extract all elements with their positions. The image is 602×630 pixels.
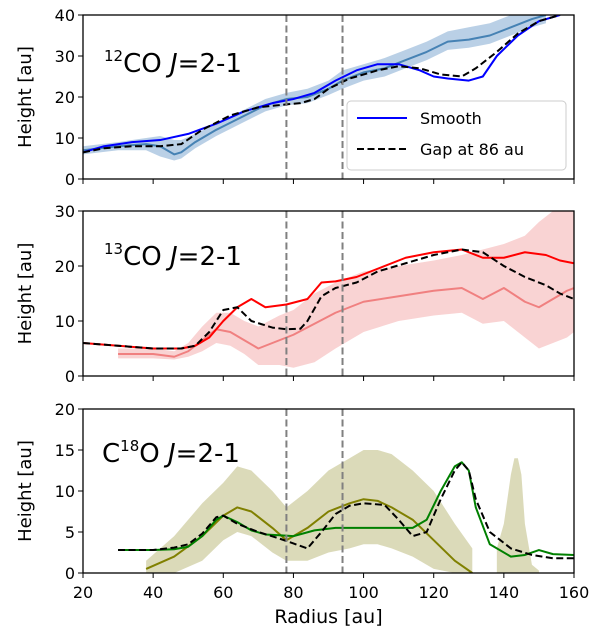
x-tick-label: 100 <box>348 583 379 602</box>
legend: Smooth Gap at 86 au <box>346 100 567 171</box>
panel-label-isotope: 18 <box>120 437 139 455</box>
y-tick-label: 20 <box>55 257 75 276</box>
y-tick-label: 10 <box>55 129 75 148</box>
axes-frame <box>82 210 575 377</box>
panel-label-transition: =2-1 <box>176 439 240 469</box>
y-tick-label: 20 <box>55 88 75 107</box>
x-tick-label: 120 <box>418 583 449 602</box>
panel-label-isotope: 13 <box>104 240 123 258</box>
chart-panel-3: 0 5 10 15 20 20 40 60 80 100 120 140 160 Radius [au] H… <box>15 400 589 628</box>
series-line-model_smooth <box>83 15 561 154</box>
plot-area <box>118 450 574 573</box>
x-tick-label: 60 <box>213 583 233 602</box>
plot-area <box>83 15 561 161</box>
chart-panel-1: 0 10 20 30 40 Height [au] 12CO J=2-1 Smooth Gap … <box>15 6 575 189</box>
series-line-obs <box>83 15 547 156</box>
y-tick-label: 30 <box>55 202 75 221</box>
series-line-model_smooth <box>83 248 574 350</box>
y-tick-label: 10 <box>55 312 75 331</box>
uncertainty-band-obs <box>146 450 473 573</box>
y-tick-label: 5 <box>65 523 75 542</box>
x-tick-label: 160 <box>559 583 590 602</box>
y-tick-label: 10 <box>55 482 75 501</box>
panel-label-transition: =2-1 <box>178 242 242 272</box>
y-tick-label: 20 <box>55 400 75 419</box>
uncertainty-band-obs <box>118 211 574 368</box>
panel-label-isotope: 12 <box>104 47 123 65</box>
series-line-model_smooth <box>118 461 574 558</box>
y-tick-label: 40 <box>55 6 75 25</box>
series-line-model_gap <box>83 15 561 154</box>
panel-label: C18O J=2-1 <box>102 437 240 469</box>
y-tick-label: 0 <box>65 564 75 583</box>
panel-label: 12CO J=2-1 <box>104 47 242 79</box>
uncertainty-band-obs <box>83 15 546 161</box>
plot-area <box>83 211 574 368</box>
uncertainty-band-obs_peak <box>496 458 539 573</box>
y-tick-label: 0 <box>65 367 75 386</box>
legend-label-model_smooth: Smooth <box>420 109 482 128</box>
x-tick-label: 20 <box>73 583 93 602</box>
y-axis-label: Height [au] <box>15 46 36 148</box>
series-line-model_gap <box>83 248 574 350</box>
panel-label-prefix: C <box>102 439 120 469</box>
y-tick-label: 15 <box>55 441 75 460</box>
x-tick-label: 140 <box>489 583 520 602</box>
series-line-obs <box>145 498 473 573</box>
legend-label-model_gap: Gap at 86 au <box>420 140 524 159</box>
panel-label-molecule: O <box>139 439 168 469</box>
x-tick-label: 80 <box>283 583 303 602</box>
y-axis-label: Height [au] <box>15 243 36 345</box>
panel-label: 13CO J=2-1 <box>104 240 242 272</box>
y-axis-label: Height [au] <box>15 440 36 542</box>
chart-panel-2: 0 10 20 30 Height [au] 13CO J=2-1 <box>15 202 575 386</box>
y-tick-label: 0 <box>65 170 75 189</box>
panel-label-molecule: CO <box>123 49 170 79</box>
series-line-model_gap <box>118 461 574 560</box>
y-tick-label: 30 <box>55 47 75 66</box>
panel-label-transition: =2-1 <box>178 49 242 79</box>
panel-label-molecule: CO <box>123 242 170 272</box>
x-axis-label: Radius [au] <box>274 606 382 628</box>
x-tick-label: 40 <box>143 583 163 602</box>
